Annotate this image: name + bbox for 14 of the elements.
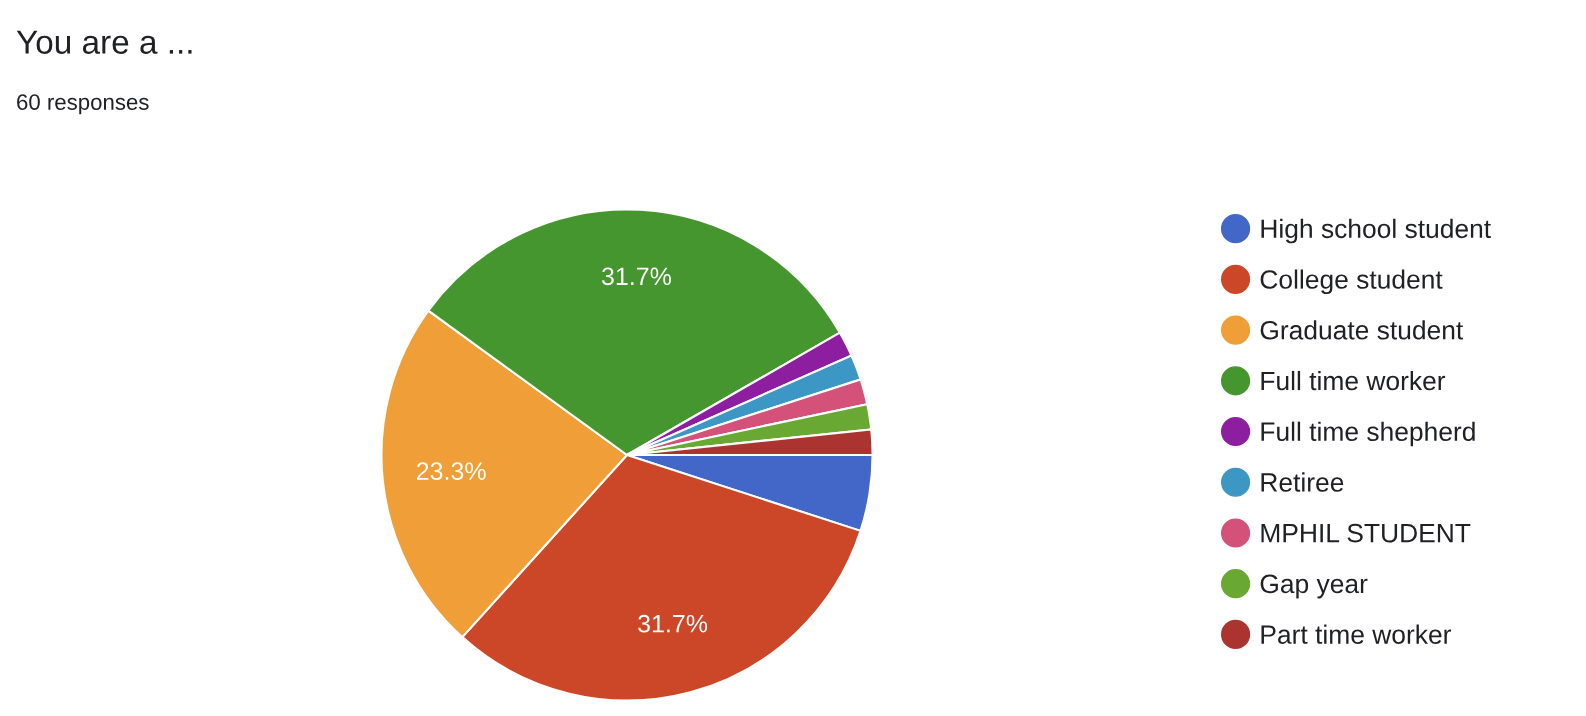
data-label: 31.7% [601,267,671,286]
legend-label: Graduate student [1260,320,1464,340]
legend-label: Retiree [1261,472,1344,492]
text: 60 responses [17,94,149,115]
legend-label: MPHIL STUDENT [1261,523,1471,543]
text: You are a ... [16,30,192,54]
data-label: 23.3% [416,462,486,481]
legend-label: High school student [1261,218,1491,244]
legend-label: Part time worker [1261,624,1451,644]
data-label: 31.7% [638,614,708,633]
legend-label: College student [1260,269,1443,295]
legend-label: Gap year [1260,574,1368,599]
legend-label: Full time worker [1261,370,1446,391]
legend-label: Full time shepherd [1261,421,1475,447]
